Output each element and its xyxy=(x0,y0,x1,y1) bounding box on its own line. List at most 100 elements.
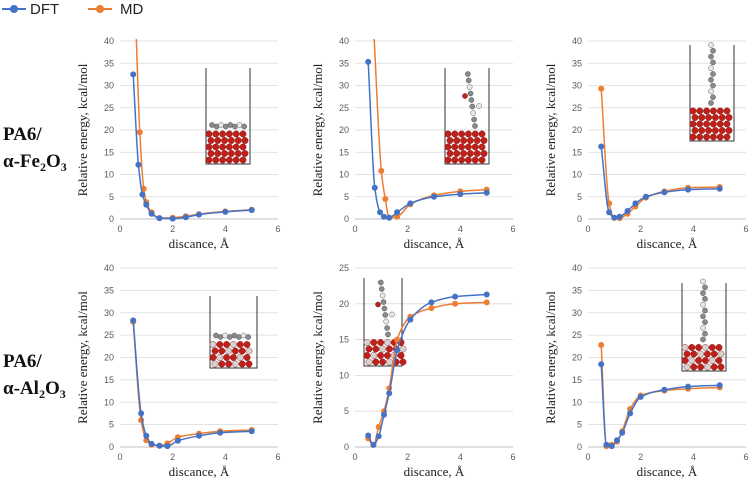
surface-atom xyxy=(245,360,253,368)
surface-atom xyxy=(716,107,724,115)
series-md xyxy=(135,39,255,222)
molecule-atom xyxy=(710,94,716,100)
surface-atom xyxy=(241,137,249,144)
surface-atom xyxy=(691,127,699,134)
pa6-molecule xyxy=(708,42,716,106)
molecule-atom xyxy=(466,84,473,90)
data-point-dft xyxy=(608,443,615,450)
surface-atom xyxy=(216,341,224,348)
surface-atom xyxy=(444,130,452,138)
y-tick-label: 15 xyxy=(339,335,349,345)
x-tick-label: 0 xyxy=(585,452,590,462)
y-axis-label: Relative energy, kcal/mol xyxy=(75,63,90,196)
surface-atom xyxy=(718,114,726,121)
surface-atom xyxy=(234,150,242,157)
surface-atom xyxy=(702,344,709,351)
surface-atom xyxy=(698,114,706,121)
surface-atom xyxy=(214,137,222,144)
surface-atom xyxy=(710,350,718,358)
surface-atom xyxy=(451,156,459,164)
surface-atom xyxy=(239,156,247,164)
molecule-inset xyxy=(205,68,251,165)
x-tick-label: 6 xyxy=(743,452,748,462)
surface-atom xyxy=(696,133,704,141)
x-tick-label: 2 xyxy=(405,452,410,462)
surface-atom xyxy=(696,120,704,128)
molecule-inset xyxy=(444,68,490,165)
x-tick-label: 4 xyxy=(458,452,463,462)
data-point-md xyxy=(598,342,605,348)
y-tick-label: 20 xyxy=(572,125,582,135)
data-point-dft xyxy=(407,316,414,323)
surface-atom xyxy=(473,137,481,144)
y-tick-label: 15 xyxy=(104,147,114,157)
x-tick-label: 2 xyxy=(405,224,410,234)
y-tick-label: 25 xyxy=(104,103,114,113)
data-point-dft xyxy=(135,161,142,168)
surface-atom xyxy=(399,345,407,353)
data-point-dft xyxy=(394,347,401,354)
y-tick-label: 5 xyxy=(109,420,114,430)
surface-atom xyxy=(723,107,731,115)
surface-atom xyxy=(690,363,698,371)
data-point-dft xyxy=(377,209,383,216)
data-point-md xyxy=(382,196,389,202)
molecule-atom xyxy=(702,307,708,314)
chart-al2o3-flat: 0 5 10 15 20 25 30 35 40 0 2 4 6 Relative energy, kca… xyxy=(75,263,281,479)
data-point-dft xyxy=(452,293,459,300)
x-tick-label: 4 xyxy=(691,452,696,462)
row-label-fe2o3: PA6/ α-Fe2O3 xyxy=(3,124,67,174)
data-point-dft xyxy=(156,215,163,222)
molecule-atom xyxy=(708,100,714,106)
y-tick-label: 0 xyxy=(109,214,114,224)
molecule-atom xyxy=(384,325,390,331)
surface-atom xyxy=(219,143,227,151)
surface-atom xyxy=(225,156,233,164)
data-point-dft xyxy=(381,213,387,220)
molecule-atom xyxy=(465,77,472,84)
data-point-md xyxy=(428,305,435,312)
surface-atom xyxy=(383,339,391,346)
y-tick-label: 15 xyxy=(572,147,582,157)
molecule-atom xyxy=(708,53,714,60)
x-tick-label: 2 xyxy=(638,452,643,462)
molecule-atom xyxy=(382,312,389,318)
y-tick-label: 20 xyxy=(572,353,582,363)
molecule-atom xyxy=(700,301,706,308)
surface-atom xyxy=(225,143,233,151)
surface-atom xyxy=(365,345,373,353)
surface-atom xyxy=(205,130,213,138)
molecule-atom xyxy=(708,65,714,71)
data-point-dft xyxy=(598,361,605,368)
oxide-surface xyxy=(209,341,253,368)
data-point-md xyxy=(136,129,143,136)
surface-atom xyxy=(218,360,226,368)
data-point-dft xyxy=(642,193,649,200)
surface-atom xyxy=(460,137,467,144)
surface-atom xyxy=(219,156,227,164)
y-tick-label: 5 xyxy=(109,192,114,202)
surface-atom xyxy=(681,357,689,364)
molecule-atom xyxy=(462,93,468,99)
chart-fe2o3-vertical: 0 5 10 15 20 25 30 35 40 0 2 4 6 Relative energy, kca… xyxy=(543,36,749,251)
surface-atom xyxy=(223,354,231,361)
x-tick-label: 0 xyxy=(585,224,590,234)
molecule-atom xyxy=(710,82,716,89)
data-point-dft xyxy=(248,207,255,214)
series-line-md xyxy=(373,39,487,219)
molecule-atom xyxy=(471,116,477,123)
data-point-dft xyxy=(196,211,202,218)
surface-atom xyxy=(205,156,213,164)
surface-atom xyxy=(710,107,717,115)
molecule-atom xyxy=(467,90,474,97)
y-tick-label: 10 xyxy=(104,170,114,180)
surface-atom xyxy=(683,350,691,358)
y-tick-label: 5 xyxy=(577,192,582,202)
surface-atom xyxy=(212,156,220,164)
surface-atom xyxy=(703,133,710,141)
data-point-dft xyxy=(616,213,623,220)
surface-atom xyxy=(365,358,373,366)
y-tick-label: 30 xyxy=(572,81,582,91)
data-point-dft xyxy=(143,432,150,439)
data-point-dft xyxy=(182,214,189,221)
